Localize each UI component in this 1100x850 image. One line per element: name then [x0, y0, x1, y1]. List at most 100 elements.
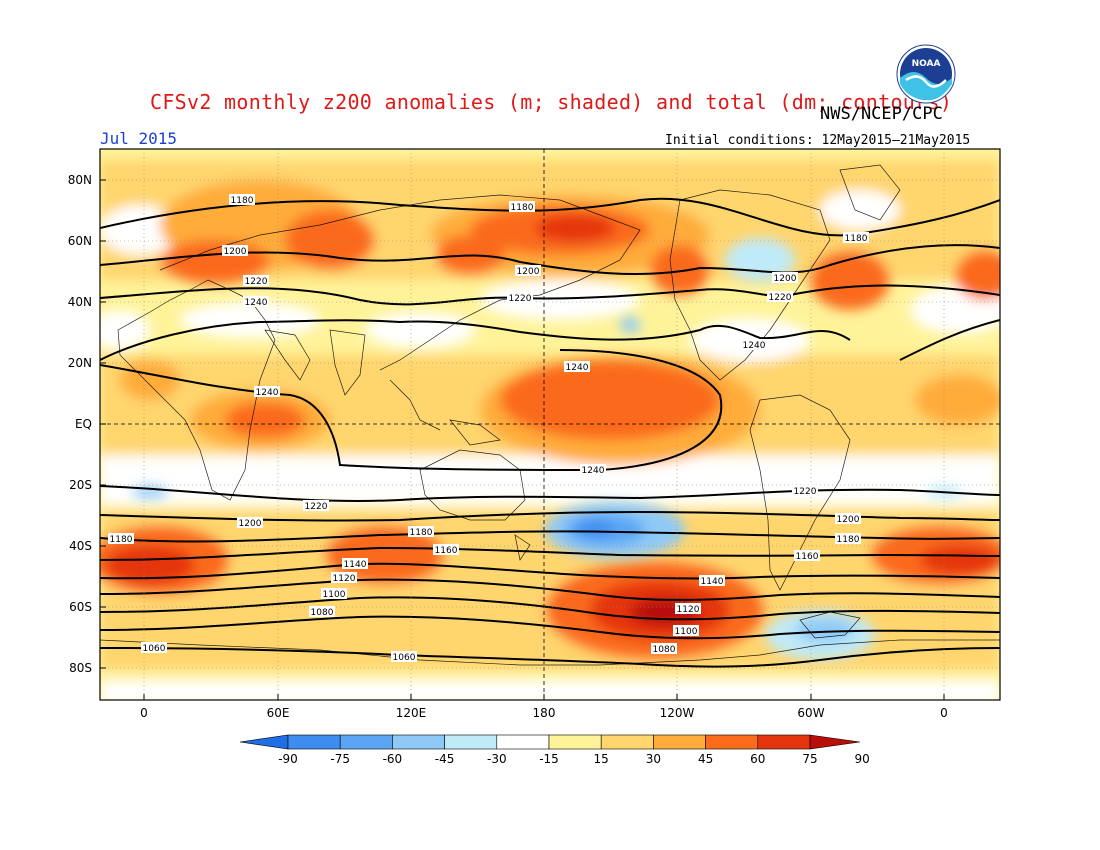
- contour-label: 1200: [835, 513, 861, 525]
- svg-text:1160: 1160: [435, 546, 458, 556]
- colorbar-swatch: [339, 734, 393, 750]
- noaa-logo: NOAA: [896, 44, 956, 104]
- svg-text:1080: 1080: [653, 645, 676, 655]
- svg-text:1140: 1140: [701, 577, 724, 587]
- svg-text:1180: 1180: [231, 196, 254, 206]
- svg-text:1200: 1200: [837, 515, 860, 525]
- svg-text:1100: 1100: [675, 627, 698, 637]
- contour-label: 1180: [509, 201, 535, 213]
- svg-text:1240: 1240: [256, 388, 279, 398]
- contour-label: 1240: [243, 296, 269, 308]
- svg-text:1220: 1220: [509, 294, 532, 304]
- colorbar-swatch: [496, 734, 550, 750]
- svg-text:1220: 1220: [245, 277, 268, 287]
- svg-text:1100: 1100: [323, 590, 346, 600]
- colorbar-swatch: [600, 734, 654, 750]
- colorbar-swatch: [705, 734, 759, 750]
- contour-label: 1180: [108, 533, 134, 545]
- lat-label: 80N: [68, 173, 92, 187]
- svg-text:1180: 1180: [511, 203, 534, 213]
- lat-label: 20S: [69, 478, 92, 492]
- svg-text:1180: 1180: [110, 535, 133, 545]
- svg-text:1080: 1080: [311, 608, 334, 618]
- contour-label: 1100: [321, 588, 347, 600]
- contour-label: 1060: [391, 651, 417, 663]
- lat-label: 60S: [69, 600, 92, 614]
- contour-label: 1240: [254, 386, 280, 398]
- latitude-labels: 80N 60N 40N 20N EQ 20S 40S 60S 80S: [68, 173, 106, 675]
- lon-label: 0: [140, 706, 148, 720]
- svg-text:1220: 1220: [794, 487, 817, 497]
- svg-text:1240: 1240: [582, 466, 605, 476]
- forecast-month: Jul 2015: [100, 129, 178, 148]
- colorbar-tick-label: 45: [698, 752, 713, 766]
- colorbar-swatch: [444, 734, 498, 750]
- contour-label: 1220: [243, 275, 269, 287]
- contour-label: 1180: [408, 526, 434, 538]
- colorbar-tick-label: -60: [383, 752, 403, 766]
- svg-text:1200: 1200: [224, 247, 247, 257]
- contour-label: 1220: [507, 292, 533, 304]
- svg-text:1120: 1120: [333, 574, 356, 584]
- svg-text:1180: 1180: [410, 528, 433, 538]
- colorbar-swatch: [548, 734, 602, 750]
- contour-label: 1180: [835, 533, 861, 545]
- gridlines: [100, 149, 1000, 700]
- svg-text:1180: 1180: [837, 535, 860, 545]
- contour-label: 1100: [673, 625, 699, 637]
- svg-text:1160: 1160: [796, 552, 819, 562]
- colorbar-swatch: [757, 734, 811, 750]
- colorbar-tick-label: 60: [750, 752, 765, 766]
- initial-conditions: Initial conditions: 12May2015–21May2015: [665, 133, 971, 148]
- contour-label: 1200: [515, 265, 541, 277]
- contour-label: 1240: [564, 361, 590, 373]
- svg-text:1060: 1060: [393, 653, 416, 663]
- lon-label: 60W: [797, 706, 824, 720]
- height-contours: [100, 197, 1000, 668]
- colorbar-tick-label: -75: [330, 752, 350, 766]
- contour-label: 1200: [237, 517, 263, 529]
- lat-label: 40S: [69, 539, 92, 553]
- contour-label: 1180: [229, 194, 255, 206]
- contour-label: 1200: [222, 245, 248, 257]
- colorbar-tick-label: -90: [278, 752, 298, 766]
- contour-label: 1140: [342, 558, 368, 570]
- map-title: CFSv2 monthly z200 anomalies (m; shaded)…: [150, 90, 953, 114]
- svg-text:1200: 1200: [239, 519, 262, 529]
- contour-label: 1160: [433, 544, 459, 556]
- anomaly-shading: [100, 149, 1000, 700]
- colorbar-tick-label: -15: [539, 752, 559, 766]
- lon-label: 0: [940, 706, 948, 720]
- lon-label: 120E: [396, 706, 427, 720]
- lon-label: 60E: [267, 706, 290, 720]
- svg-text:1240: 1240: [566, 363, 589, 373]
- agency-label: NWS/NCEP/CPC: [820, 104, 943, 124]
- lat-label: EQ: [75, 417, 92, 431]
- contour-label: 1080: [309, 606, 335, 618]
- contour-label: 1120: [675, 603, 701, 615]
- colorbar-swatch: [653, 734, 706, 750]
- colorbar-tick-label: 75: [802, 752, 817, 766]
- noaa-logo-text: NOAA: [912, 59, 941, 69]
- lat-label: 80S: [69, 661, 92, 675]
- svg-text:1240: 1240: [743, 341, 766, 351]
- colorbar-tick-label: -30: [487, 752, 507, 766]
- colorbar-tick-label: -45: [435, 752, 455, 766]
- colorbar-swatch: [392, 734, 445, 750]
- contour-label: 1240: [580, 464, 606, 476]
- longitude-labels: 0 60E 120E 180 120W 60W 0: [140, 694, 948, 720]
- lat-label: 60N: [68, 234, 92, 248]
- contour-label: 1180: [843, 232, 869, 244]
- svg-text:1140: 1140: [344, 560, 367, 570]
- colorbar-tick-label: 30: [646, 752, 661, 766]
- map-frame: [99, 148, 1001, 701]
- colorbar-tick-label: 15: [594, 752, 609, 766]
- svg-text:1180: 1180: [845, 234, 868, 244]
- lon-label: 120W: [660, 706, 695, 720]
- colorbar-right-arrow: [809, 734, 861, 750]
- lon-label: 180: [533, 706, 556, 720]
- contour-label: 1060: [141, 642, 167, 654]
- svg-text:1220: 1220: [769, 293, 792, 303]
- coastlines: [100, 164, 1000, 666]
